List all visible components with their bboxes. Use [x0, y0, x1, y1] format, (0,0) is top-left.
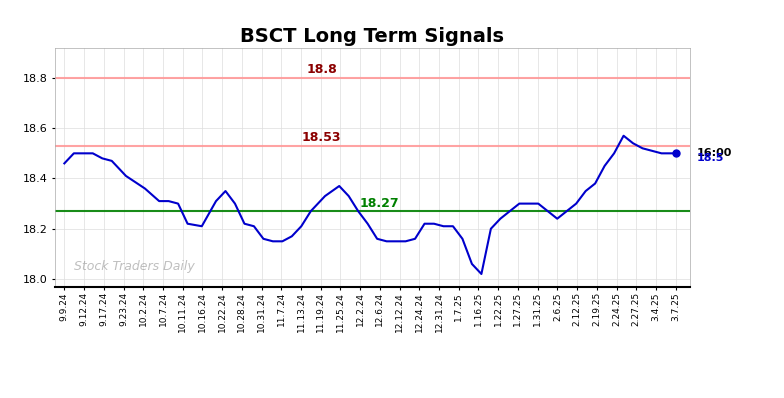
Text: 16:00: 16:00	[696, 148, 731, 158]
Title: BSCT Long Term Signals: BSCT Long Term Signals	[241, 27, 504, 46]
Text: 18.8: 18.8	[307, 63, 337, 76]
Text: 18.27: 18.27	[360, 197, 399, 210]
Text: 18.53: 18.53	[302, 131, 341, 144]
Text: 18.5: 18.5	[696, 153, 724, 163]
Text: Stock Traders Daily: Stock Traders Daily	[74, 260, 194, 273]
